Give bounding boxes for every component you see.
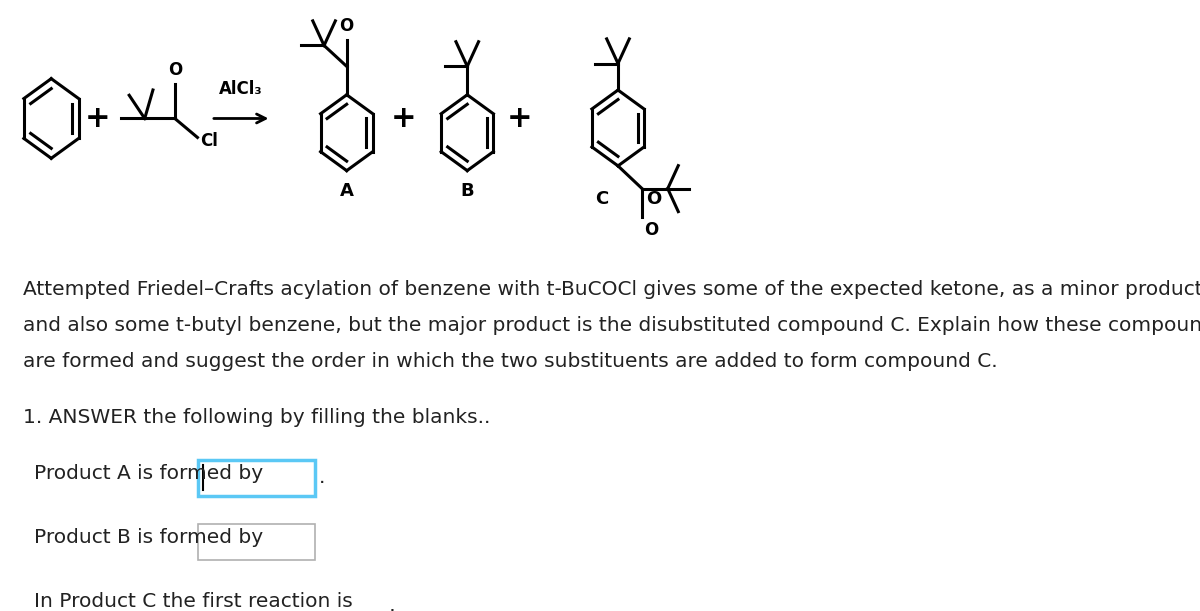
Text: are formed and suggest the order in which the two substituents are added to form: are formed and suggest the order in whic… — [23, 352, 997, 371]
Text: O: O — [647, 189, 661, 208]
Text: Cl: Cl — [199, 132, 217, 150]
Text: O: O — [644, 221, 659, 239]
Text: and also some t-butyl benzene, but the major product is the disubstituted compou: and also some t-butyl benzene, but the m… — [23, 316, 1200, 335]
Text: ,: , — [388, 597, 395, 611]
FancyBboxPatch shape — [198, 459, 316, 496]
FancyBboxPatch shape — [198, 524, 316, 560]
Text: +: + — [508, 104, 533, 133]
Text: O: O — [340, 17, 354, 35]
Text: 1. ANSWER the following by filling the blanks..: 1. ANSWER the following by filling the b… — [23, 408, 490, 426]
Text: Product B is formed by: Product B is formed by — [34, 528, 263, 547]
Text: +: + — [390, 104, 416, 133]
Text: B: B — [461, 182, 474, 200]
Text: In Product C the first reaction is: In Product C the first reaction is — [34, 593, 353, 611]
Text: C: C — [595, 189, 608, 208]
Text: A: A — [340, 182, 354, 200]
FancyBboxPatch shape — [260, 588, 384, 611]
Text: +: + — [85, 104, 110, 133]
Text: Attempted Friedel–Crafts acylation of benzene with t-BuCOCl gives some of the ex: Attempted Friedel–Crafts acylation of be… — [23, 280, 1200, 299]
Text: Product A is formed by: Product A is formed by — [34, 464, 263, 483]
Text: .: . — [319, 468, 325, 487]
Text: O: O — [168, 60, 182, 79]
Text: AlCl₃: AlCl₃ — [220, 79, 263, 98]
